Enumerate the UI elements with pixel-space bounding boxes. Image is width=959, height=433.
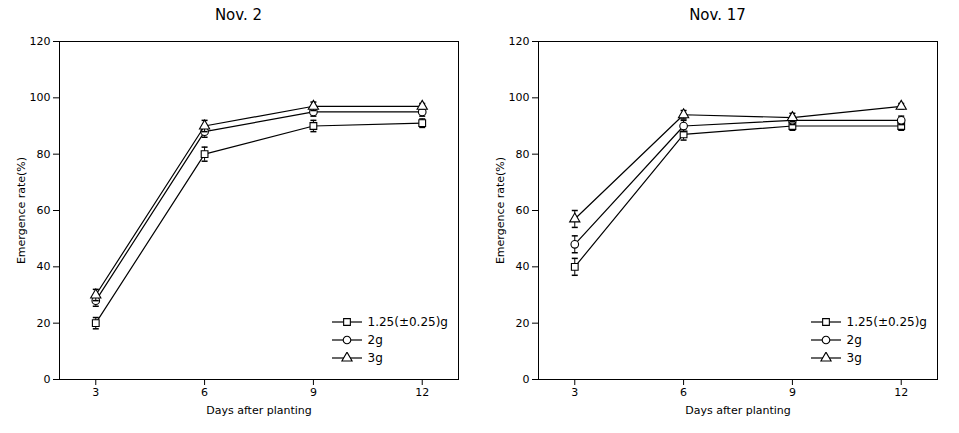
html-text:3g: 3g (367, 351, 383, 365)
svg-text:3: 3 (92, 386, 99, 399)
svg-text:0: 0 (523, 373, 530, 386)
svg-text:40: 40 (37, 260, 51, 273)
svg-text:9: 9 (310, 386, 317, 399)
svg-text:Days after planting: Days after planting (206, 404, 312, 417)
svg-text:9: 9 (789, 386, 796, 399)
svg-text:120: 120 (509, 35, 530, 48)
svg-text:80: 80 (516, 148, 530, 161)
svg-text:20: 20 (37, 317, 51, 330)
svg-text:Emergence rate(%): Emergence rate(%) (15, 157, 28, 264)
svg-text:12: 12 (415, 386, 429, 399)
svg-text:60: 60 (516, 204, 530, 217)
svg-text:100: 100 (509, 91, 530, 104)
html-text:2g: 2g (367, 333, 383, 347)
svg-text:100: 100 (30, 91, 51, 104)
html-text:3g: 3g (846, 351, 862, 365)
svg-text:3: 3 (571, 386, 578, 399)
html-text:Nov. 17: Nov. 17 (689, 6, 746, 24)
svg-text:40: 40 (516, 260, 530, 273)
svg-text:6: 6 (201, 386, 208, 399)
svg-text:Days after planting: Days after planting (685, 404, 791, 417)
svg-text:20: 20 (516, 317, 530, 330)
html-text:1.25(±0.25)g: 1.25(±0.25)g (846, 315, 927, 329)
svg-text:0: 0 (44, 373, 51, 386)
svg-text:Emergence rate(%): Emergence rate(%) (494, 157, 507, 264)
html-text:2g: 2g (846, 333, 862, 347)
html-text:1.25(±0.25)g: 1.25(±0.25)g (367, 315, 448, 329)
svg-text:120: 120 (30, 35, 51, 48)
svg-text:80: 80 (37, 148, 51, 161)
svg-text:12: 12 (894, 386, 908, 399)
svg-text:60: 60 (37, 204, 51, 217)
html-text:Nov. 2: Nov. 2 (214, 6, 263, 24)
svg-text:6: 6 (680, 386, 687, 399)
